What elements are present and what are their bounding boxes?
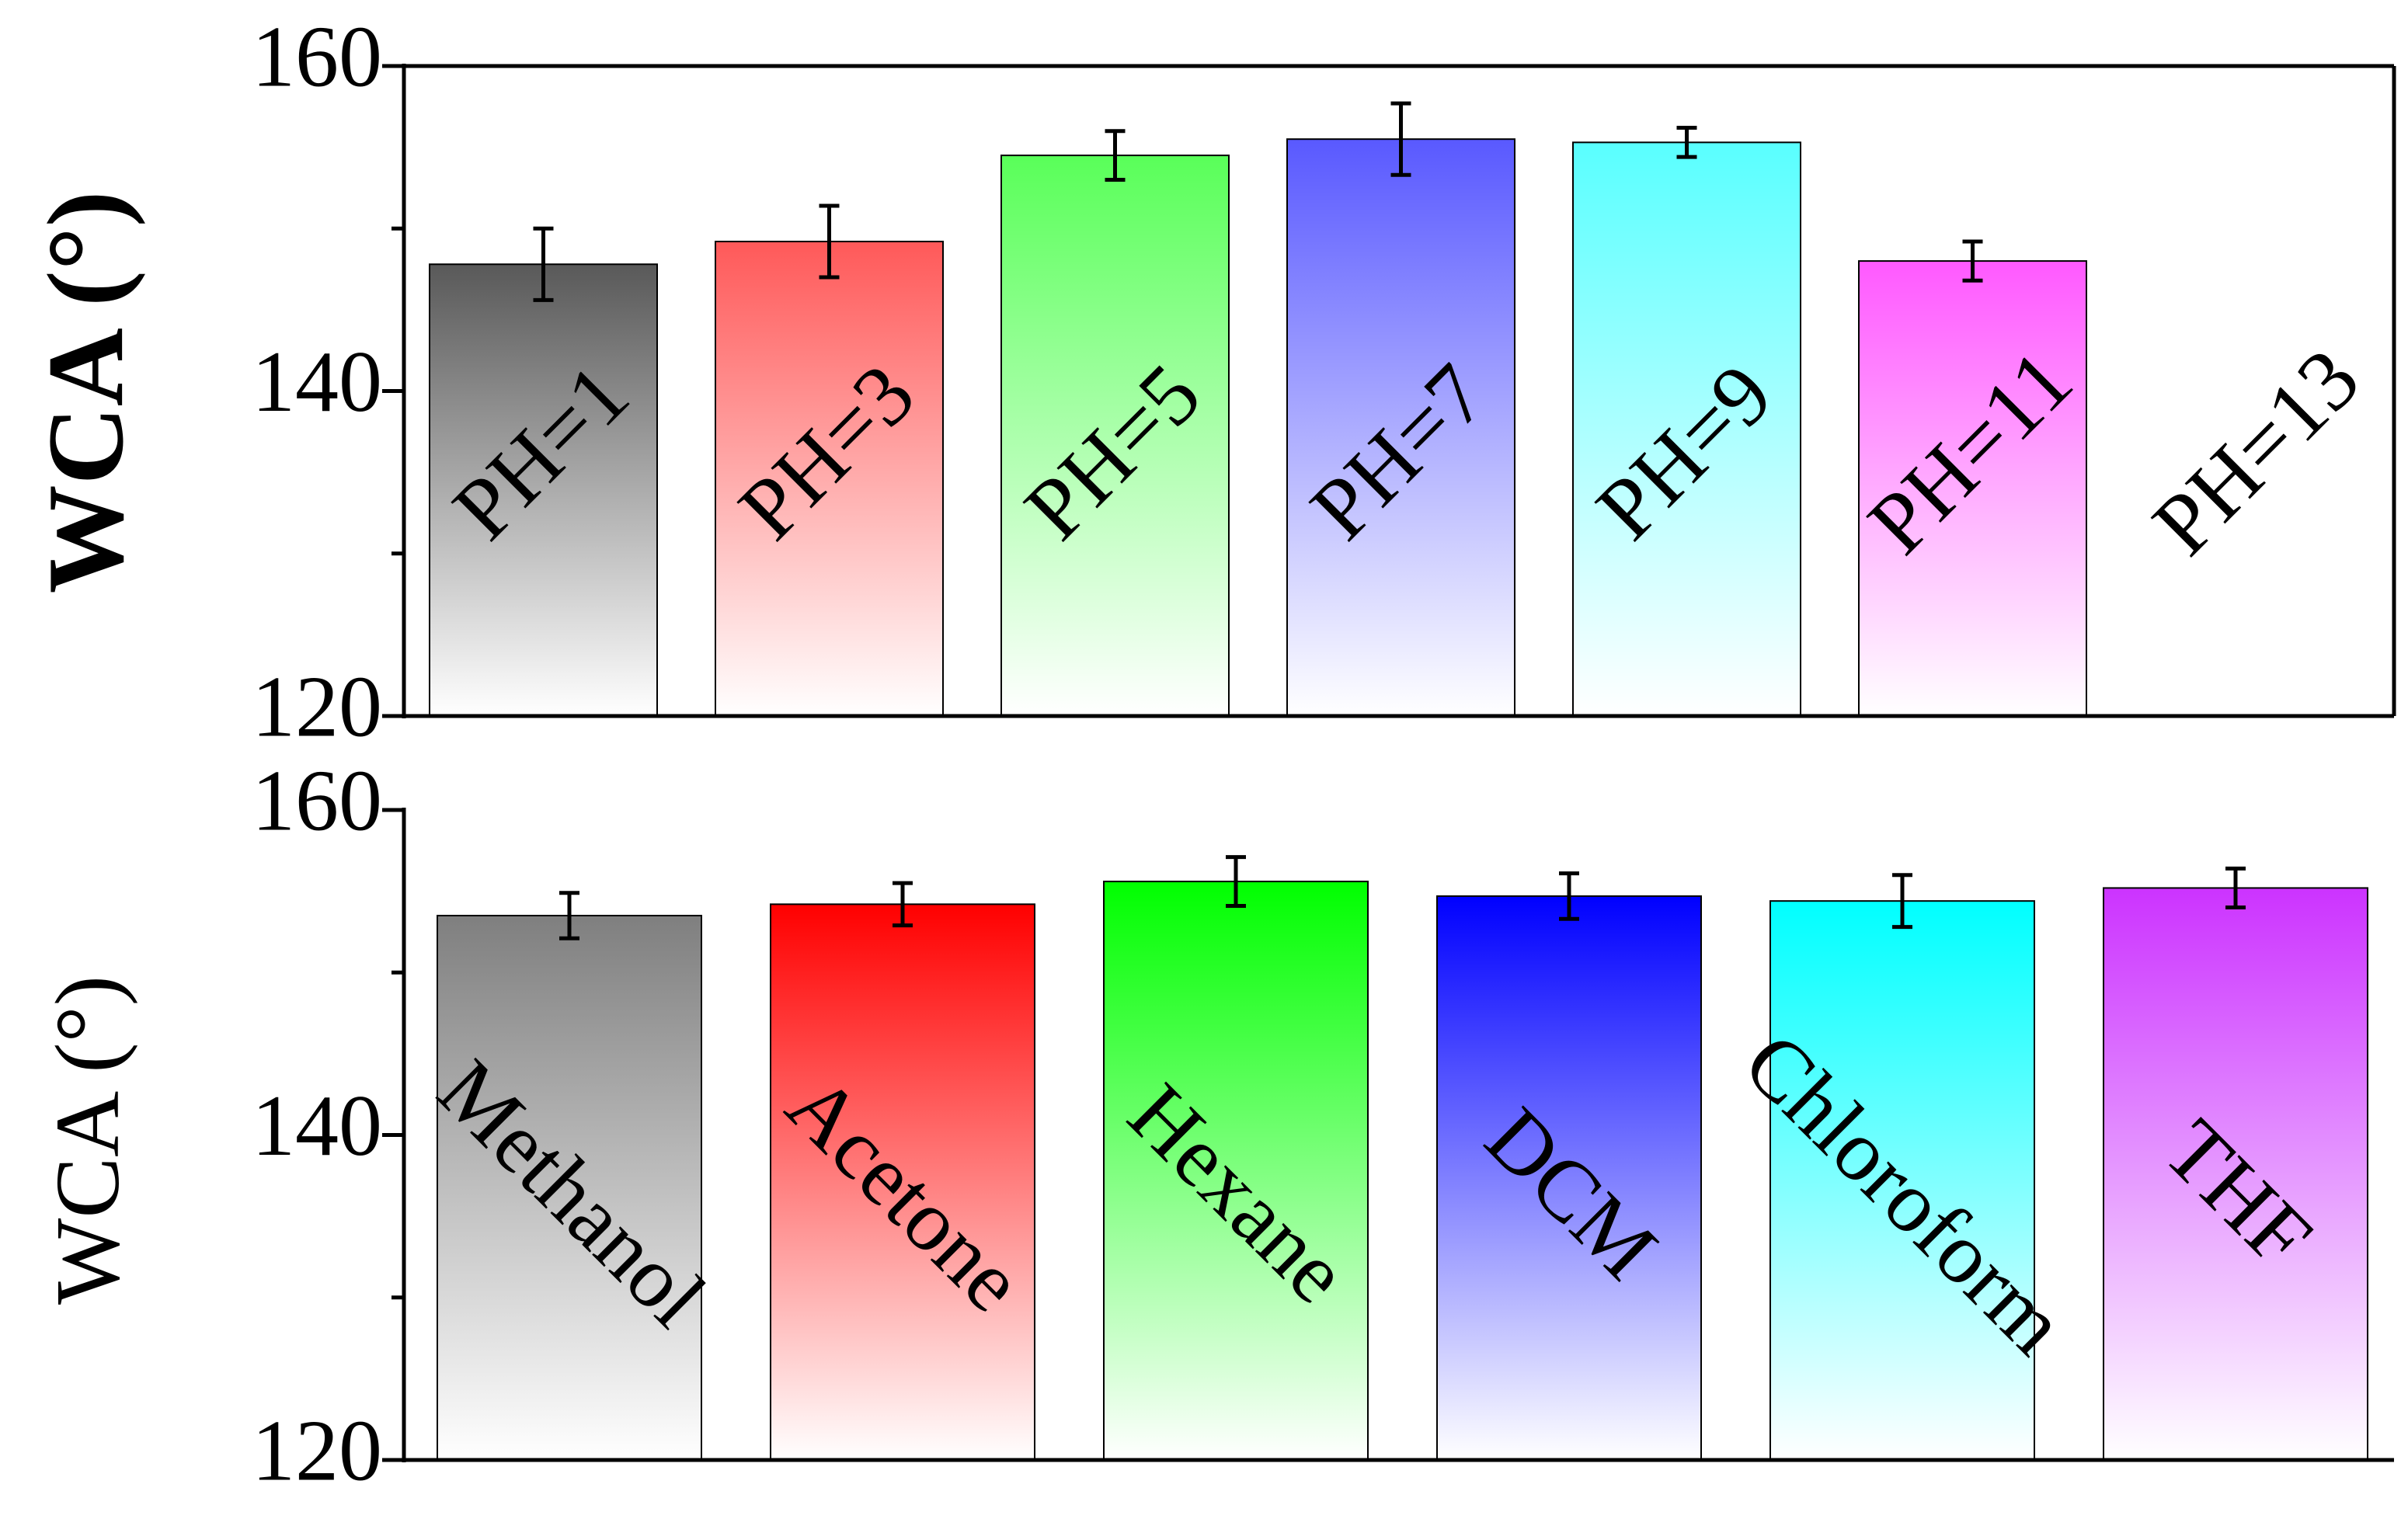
error-bar bbox=[1892, 873, 1912, 930]
bar-ph-1 bbox=[429, 263, 658, 718]
error-bar bbox=[1105, 129, 1126, 182]
ph-stability-panel: PH=1 PH=3 PH=5 PH=7 PH=9 PH=11 PH=13120140160W… bbox=[26, 9, 2396, 756]
solvent-stability-panel: Methanol Acetone Hexane DCM Chloroform THF120… bbox=[37, 753, 2394, 1500]
bar-chloroform bbox=[1769, 900, 2035, 1462]
error-bar bbox=[533, 226, 554, 302]
bar-methanol bbox=[437, 915, 702, 1461]
y-tick-label: 160 bbox=[252, 753, 382, 850]
error-bar bbox=[819, 203, 840, 280]
error-bar bbox=[1226, 855, 1246, 908]
axes bbox=[382, 64, 2396, 718]
error-bar bbox=[1962, 239, 1983, 283]
error-bar bbox=[893, 881, 913, 928]
y-axis-label: WCA (°) bbox=[26, 191, 146, 594]
axes bbox=[382, 808, 2394, 1462]
error-bar bbox=[2225, 866, 2246, 910]
bar-ph-3 bbox=[715, 240, 944, 717]
category-label: PH=13 bbox=[2135, 331, 2378, 574]
bar-thf bbox=[2103, 887, 2368, 1461]
y-tick-label: 120 bbox=[252, 1403, 382, 1500]
y-tick-label: 120 bbox=[252, 659, 382, 756]
bar-ph-9 bbox=[1572, 141, 1801, 718]
bar-hexane bbox=[1103, 881, 1369, 1461]
y-tick-label: 160 bbox=[252, 9, 382, 106]
bar-ph-11 bbox=[1858, 260, 2087, 718]
error-bar bbox=[1559, 871, 1579, 921]
error-bar bbox=[559, 891, 579, 940]
error-bar bbox=[1390, 101, 1411, 177]
y-axis-label: WCA (°) bbox=[37, 975, 138, 1305]
error-bar bbox=[1676, 126, 1697, 159]
bar-ph-7 bbox=[1286, 138, 1515, 718]
bar-acetone bbox=[770, 903, 1035, 1461]
y-tick-label: 140 bbox=[252, 1078, 382, 1174]
bar-dcm bbox=[1436, 895, 1702, 1461]
y-tick-label: 140 bbox=[252, 334, 382, 430]
